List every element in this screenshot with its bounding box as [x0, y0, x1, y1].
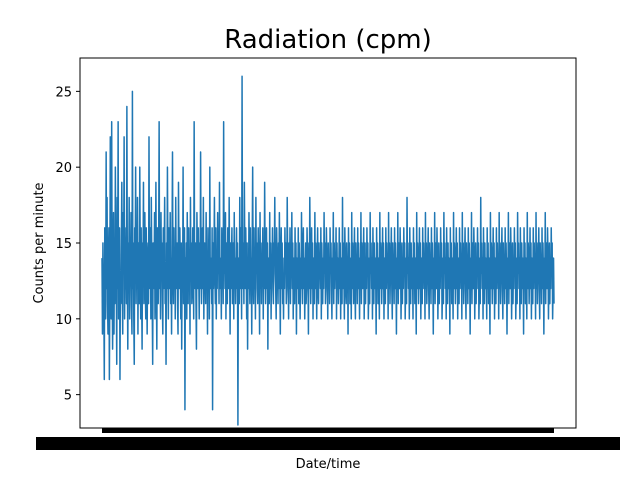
y-tick-label-20: 20 — [55, 161, 72, 176]
y-tick-label-5: 5 — [64, 389, 72, 404]
y-tick-label-10: 10 — [55, 313, 72, 328]
series-layer — [101, 75, 555, 426]
series-line-0 — [101, 75, 555, 426]
y-tick-label-25: 25 — [55, 85, 72, 100]
y-tick-layer: 5 10 15 20 25 — [55, 85, 80, 404]
plot-frame — [79, 57, 577, 429]
chart-title: Radiation (cpm) — [224, 25, 432, 55]
x-tick-marks — [102, 428, 554, 433]
y-axis-label: Counts per minute — [32, 182, 47, 303]
x-axis-label: Date/time — [296, 457, 361, 472]
x-tick-labels-overlap — [36, 437, 620, 450]
x-tick-layer — [36, 428, 620, 450]
y-tick-label-15: 15 — [55, 237, 72, 252]
